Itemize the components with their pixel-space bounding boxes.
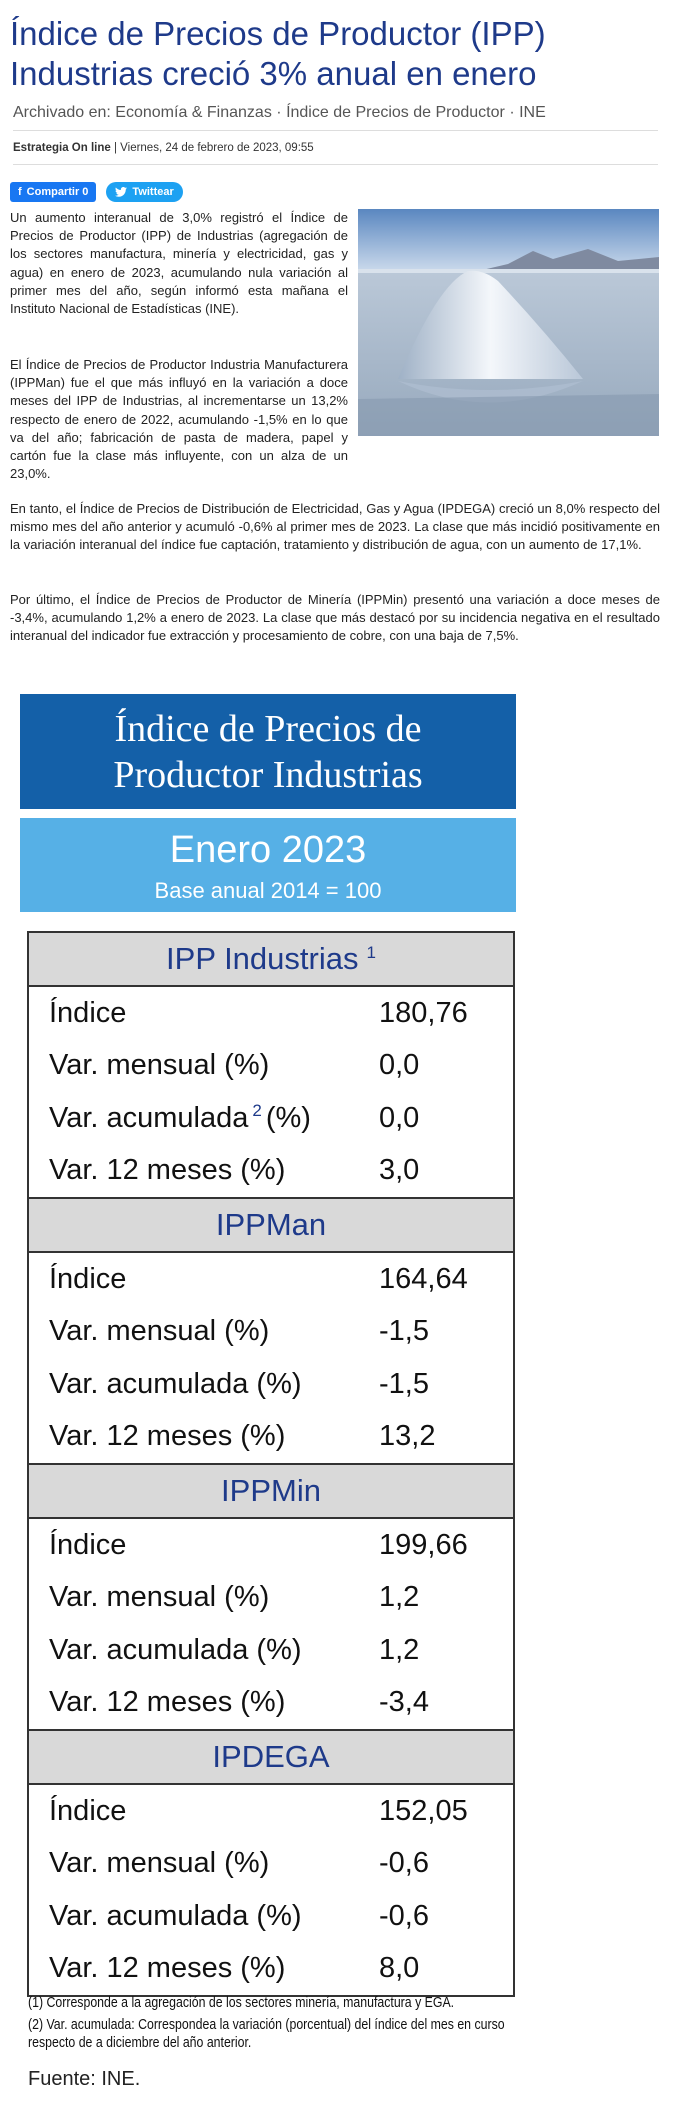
infographic-base: Base anual 2014 = 100 <box>154 878 382 903</box>
footnote-1: (1) Corresponde a la agregación de los s… <box>28 1995 455 2011</box>
infographic-title: Índice de Precios de Productor Industria… <box>20 694 516 809</box>
infographic-period: Enero 2023 <box>169 829 367 871</box>
table-row: Var. mensual (%) 0,0 <box>49 1049 420 1082</box>
byline: Estrategia On line | Viernes, 24 de febr… <box>13 142 658 165</box>
byline-source: Estrategia On line <box>13 142 111 154</box>
archive-prefix: Archivado en: <box>13 104 111 121</box>
infographic-period-banner: Enero 2023 Base anual 2014 = 100 <box>20 818 516 912</box>
twitter-bird-icon <box>115 187 128 197</box>
twitter-share-button[interactable]: Twittear <box>106 182 183 202</box>
share-buttons: f Compartir 0 Twittear <box>10 182 183 202</box>
tag-link[interactable]: INE <box>519 104 546 121</box>
section-header-ippman: IPPMan <box>29 1197 513 1253</box>
infographic-source: Fuente: INE. <box>28 2068 141 2090</box>
index-table: IPP Industrias 1 Índice 180,76 Var. mensua… <box>27 931 515 1997</box>
table-row: Var. mensual (%) 1,2 <box>49 1581 420 1614</box>
ipp-infographic: Índice de Precios de Productor Industria… <box>0 694 530 2114</box>
tag-link[interactable]: Economía & Finanzas <box>115 104 272 121</box>
article-paragraph: En tanto, el Índice de Precios de Distri… <box>10 501 660 553</box>
table-row: Índice 199,66 <box>49 1528 468 1561</box>
footnote-2: (2) Var. acumulada: Correspondea la vari… <box>28 2017 505 2051</box>
table-row: Índice 164,64 <box>49 1262 468 1295</box>
infographic-footnotes: (1) Corresponde a la agregación de los s… <box>28 1994 530 2056</box>
section-header-ipp-industrias: IPP Industrias 1 <box>29 931 513 987</box>
article-paragraph: El Índice de Precios de Productor Indust… <box>10 357 348 482</box>
article-headline: Índice de Precios de Productor (IPP) Ind… <box>10 15 546 92</box>
table-row: Índice 180,76 <box>49 996 468 1029</box>
table-row: Var. 12 meses (%) 3,0 <box>49 1154 420 1187</box>
table-row: Var. mensual (%) -1,5 <box>49 1315 429 1348</box>
article-photo-salt-mound <box>358 209 659 436</box>
facebook-share-button[interactable]: f Compartir 0 <box>10 182 97 202</box>
table-row: Var. acumulada (%) -1,5 <box>49 1367 429 1400</box>
table-row: Var. mensual (%) -0,6 <box>49 1847 429 1880</box>
footnote-marker: 1 <box>366 942 376 962</box>
facebook-icon: f <box>18 186 22 198</box>
footnote-marker: 2 <box>252 1101 262 1121</box>
table-row: Var. 12 meses (%) -3,4 <box>49 1686 429 1719</box>
table-row: Var. acumulada (%) -0,6 <box>49 1899 429 1932</box>
section-header-ipdega: IPDEGA <box>29 1729 513 1785</box>
article-paragraph: Un aumento interanual de 3,0% registró e… <box>10 210 348 317</box>
tag-link[interactable]: Índice de Precios de Productor <box>286 104 505 121</box>
article-paragraph: Por último, el Índice de Precios de Prod… <box>10 592 660 644</box>
table-row: Var. 12 meses (%) 13,2 <box>49 1420 436 1453</box>
table-row: Var. acumulada 2 (%) 0,0 <box>49 1101 420 1134</box>
table-row: Índice 152,05 <box>49 1794 468 1827</box>
section-header-ippmin: IPPMin <box>29 1463 513 1519</box>
byline-date: Viernes, 24 de febrero de 2023, 09:55 <box>120 142 314 154</box>
archive-tags: Archivado en: Economía & Finanzas · Índi… <box>13 104 658 131</box>
table-row: Var. acumulada (%) 1,2 <box>49 1633 420 1666</box>
table-row: Var. 12 meses (%) 8,0 <box>49 1952 420 1985</box>
